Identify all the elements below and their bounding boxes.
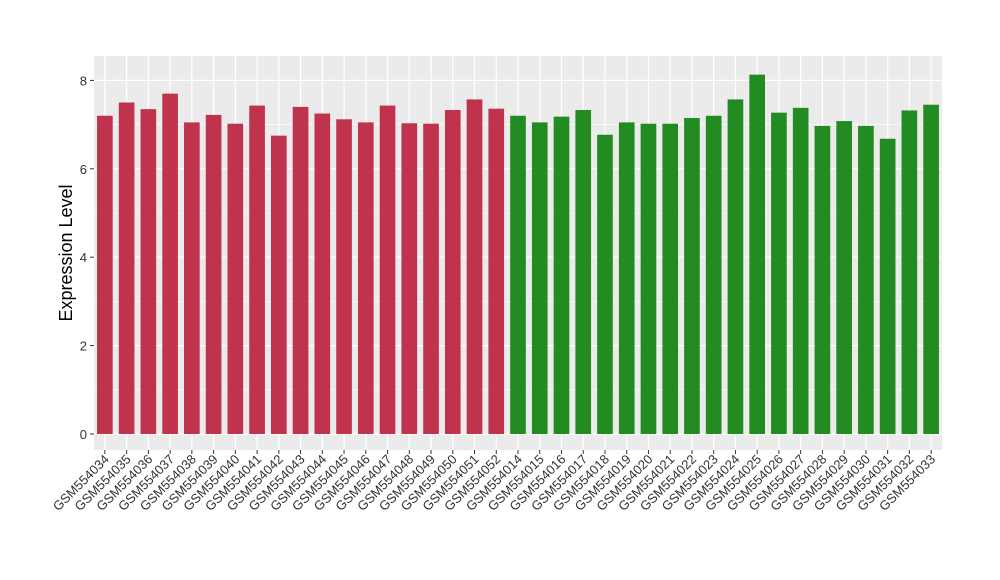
bar-GSM554038: [184, 122, 200, 434]
bar-GSM554052: [488, 108, 505, 435]
bar-GSM554041: [249, 105, 265, 435]
bar-GSM554023: [705, 115, 722, 434]
bar-GSM554027: [792, 107, 809, 434]
bar-GSM554045: [336, 119, 352, 435]
bar-GSM554019: [618, 122, 635, 434]
y-tick-label: 2: [80, 339, 87, 354]
bar-GSM554022: [684, 117, 700, 434]
bar-GSM554049: [423, 123, 439, 434]
bar-GSM554024: [727, 99, 744, 434]
bar-GSM554044: [314, 113, 331, 435]
bar-GSM554031: [879, 138, 896, 434]
y-tick-label: 8: [80, 73, 87, 88]
bar-GSM554034: [97, 115, 113, 434]
bar-GSM554035: [118, 102, 135, 434]
bar-GSM554015: [531, 122, 548, 434]
bar-GSM554050: [444, 110, 461, 434]
bar-GSM554017: [575, 110, 592, 434]
y-tick-label: 6: [80, 162, 87, 177]
bar-GSM554043: [292, 106, 309, 435]
bar-GSM554030: [858, 125, 874, 435]
bar-GSM554016: [553, 116, 570, 435]
bar-GSM554039: [205, 114, 222, 434]
bar-GSM554036: [140, 109, 157, 434]
bars: [97, 74, 939, 435]
bar-GSM554040: [227, 123, 244, 434]
bar-GSM554048: [401, 123, 418, 435]
bar-GSM554020: [640, 123, 657, 434]
bar-GSM554033: [923, 104, 939, 435]
y-tick-label: 0: [80, 427, 87, 442]
bar-GSM554026: [771, 112, 787, 434]
bar-GSM554046: [357, 122, 374, 434]
bar-GSM554032: [901, 110, 918, 435]
bar-GSM554025: [749, 74, 766, 435]
bar-GSM554014: [510, 115, 526, 434]
bar-GSM554047: [379, 105, 396, 435]
bar-GSM554051: [466, 99, 483, 434]
bar-GSM554018: [597, 134, 613, 435]
bar-GSM554029: [836, 121, 852, 435]
x-axis: GSM554034GSM554035GSM554036GSM554037GSM5…: [50, 450, 938, 514]
bar-GSM554021: [662, 123, 679, 434]
bar-GSM554037: [162, 93, 178, 434]
y-tick-label: 4: [80, 250, 87, 265]
bar-GSM554042: [270, 135, 287, 434]
y-axis: 0 2 4 6 8: [80, 73, 94, 442]
y-axis-title: Expression Level: [56, 184, 76, 321]
bar-GSM554028: [814, 125, 831, 435]
